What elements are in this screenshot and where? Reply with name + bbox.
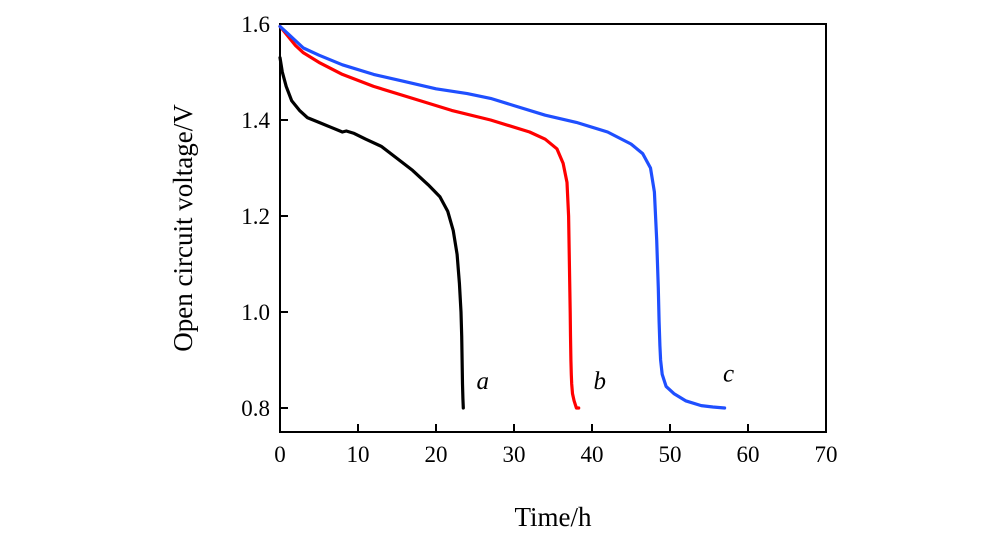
- series-label-c: c: [723, 361, 734, 388]
- plot-frame: [279, 23, 827, 433]
- y-tick-label: 1.6: [241, 12, 270, 37]
- series-label-b: b: [594, 368, 607, 395]
- x-tick-label: 10: [347, 442, 370, 467]
- y-axis-ticks: 0.8 1.0 1.2 1.4 1.6: [241, 12, 288, 421]
- x-axis-ticks: 0 10 20 30 40 50 60 70: [274, 424, 838, 467]
- x-tick-label: 60: [737, 442, 760, 467]
- series-labels: a b c: [477, 361, 735, 395]
- y-tick-label: 1.2: [241, 204, 270, 229]
- y-tick-label: 0.8: [241, 396, 270, 421]
- y-axis-title: Open circuit voltage/V: [168, 104, 198, 352]
- x-axis-title: Time/h: [514, 502, 592, 532]
- x-tick-label: 0: [274, 442, 286, 467]
- series-label-a: a: [477, 368, 490, 395]
- y-tick-label: 1.4: [241, 108, 270, 133]
- series-lines: [278, 24, 727, 410]
- series-line-b: [278, 24, 581, 410]
- series-line-a: [278, 55, 465, 410]
- series-line-c: [278, 24, 727, 410]
- x-tick-label: 20: [425, 442, 448, 467]
- y-tick-label: 1.0: [241, 300, 270, 325]
- x-tick-label: 70: [815, 442, 838, 467]
- x-tick-label: 50: [659, 442, 682, 467]
- x-tick-label: 40: [581, 442, 604, 467]
- x-tick-label: 30: [503, 442, 526, 467]
